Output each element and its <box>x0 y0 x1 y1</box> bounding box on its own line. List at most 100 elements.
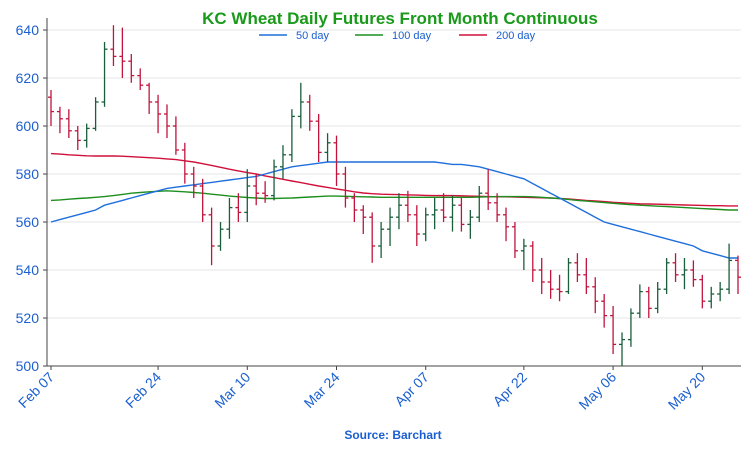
ohlc-bar <box>351 193 358 222</box>
ohlc-bar <box>619 332 626 366</box>
ohlc-bar <box>217 222 224 251</box>
x-tick-label: Apr 07 <box>391 369 432 410</box>
ma-50-day-line <box>50 161 738 259</box>
ohlc-bar <box>681 258 688 290</box>
ohlc-bar <box>110 25 117 66</box>
ohlc-bar <box>538 258 545 294</box>
ohlc-bar <box>511 222 518 258</box>
y-tick-label: 500 <box>16 358 40 374</box>
ohlc-bar <box>74 126 81 150</box>
ohlc-bar <box>717 282 724 302</box>
ohlc-bar <box>726 243 733 294</box>
ohlc-bar <box>529 241 536 282</box>
ohlc-bar <box>520 238 527 270</box>
ohlc-bar <box>146 82 153 114</box>
ohlc-bar <box>645 286 652 318</box>
ohlc-bar <box>378 222 385 258</box>
ohlc-bar <box>253 174 260 206</box>
ohlc-bar <box>342 166 349 208</box>
ohlc-bar <box>476 186 483 222</box>
ohlc-bar <box>288 109 295 162</box>
legend: 50 day 100 day 200 day <box>259 30 536 42</box>
chart-title: KC Wheat Daily Futures Front Month Conti… <box>202 9 598 28</box>
ohlc-bar <box>360 205 367 234</box>
ohlc-bar <box>181 142 188 184</box>
y-tick-label: 560 <box>16 214 40 230</box>
ohlc-bar <box>503 207 510 242</box>
moving-averages <box>50 152 738 259</box>
ohlc-bar <box>440 193 447 222</box>
x-tick-label: May 06 <box>575 369 619 413</box>
ohlc-bar <box>690 260 697 287</box>
ohlc-bar <box>627 308 634 347</box>
ohlc-bar <box>56 106 63 134</box>
ohlc-bar <box>735 255 741 294</box>
ohlc-bar <box>279 145 286 179</box>
legend-label-50-day: 50 day <box>296 30 330 42</box>
y-tick-label: 580 <box>16 166 40 182</box>
ohlc-bar <box>163 104 170 138</box>
ohlc-bar <box>672 253 679 282</box>
x-tick-label: May 20 <box>665 369 709 413</box>
ohlc-bar <box>592 277 599 314</box>
ohlc-bar <box>48 90 54 126</box>
ohlc-bar <box>235 193 242 222</box>
ohlc-bar <box>654 282 661 314</box>
price-bars <box>48 25 741 366</box>
ohlc-bar <box>155 94 162 134</box>
ohlc-bar <box>65 109 72 138</box>
x-tick-label: Feb 24 <box>122 369 164 411</box>
legend-label-100-day: 100 day <box>392 30 432 42</box>
ohlc-bar <box>315 114 322 162</box>
ohlc-bar <box>128 54 135 83</box>
ohlc-bar <box>601 294 608 328</box>
ohlc-bar <box>663 258 670 294</box>
ohlc-bar <box>92 97 99 131</box>
ohlc-bar <box>199 178 206 222</box>
ohlc-bar <box>226 198 233 239</box>
legend-label-200-day: 200 day <box>496 30 536 42</box>
ohlc-bar <box>172 116 179 155</box>
y-tick-label: 540 <box>16 262 40 278</box>
source-label: Source: Barchart <box>344 428 441 442</box>
ohlc-bar <box>467 210 474 239</box>
ohlc-bar <box>369 212 376 263</box>
x-axis: Feb 07 Feb 24 Mar 10 Mar 24 Apr 07 Apr 22 May … <box>15 365 741 413</box>
ohlc-bar <box>583 258 590 294</box>
ohlc-bar <box>262 181 269 203</box>
ohlc-bar <box>119 27 126 78</box>
y-tick-label: 600 <box>16 118 40 134</box>
ohlc-bar <box>190 166 197 198</box>
ohlc-bar <box>271 159 278 201</box>
ohlc-bar <box>413 205 420 246</box>
ohlc-bar <box>708 286 715 309</box>
ohlc-bar <box>83 123 90 148</box>
ohlc-bar <box>574 253 581 282</box>
ohlc-bar <box>547 270 554 299</box>
ohlc-bar <box>324 133 331 162</box>
ohlc-bar <box>431 198 438 230</box>
y-tick-label: 520 <box>16 310 40 326</box>
x-tick-label: Feb 07 <box>15 369 57 411</box>
ohlc-bar <box>101 42 108 107</box>
ohlc-bar <box>306 94 313 131</box>
ohlc-bar <box>636 284 643 318</box>
ohlc-bar <box>297 82 304 129</box>
ohlc-bar <box>565 258 572 294</box>
ohlc-bar <box>244 169 251 222</box>
ohlc-bar <box>395 193 402 230</box>
ohlc-bar <box>485 169 492 210</box>
x-tick-label: Mar 24 <box>300 369 342 411</box>
ohlc-bar <box>404 190 411 222</box>
ohlc-bar <box>556 274 563 302</box>
ohlc-bar <box>458 198 465 232</box>
ohlc-bar <box>422 207 429 242</box>
ohlc-bar <box>208 207 215 266</box>
x-tick-label: Apr 22 <box>490 369 531 410</box>
ohlc-bar <box>494 193 501 222</box>
ohlc-bar <box>449 195 456 232</box>
y-tick-label: 640 <box>16 22 40 38</box>
ohlc-bar <box>137 68 144 90</box>
